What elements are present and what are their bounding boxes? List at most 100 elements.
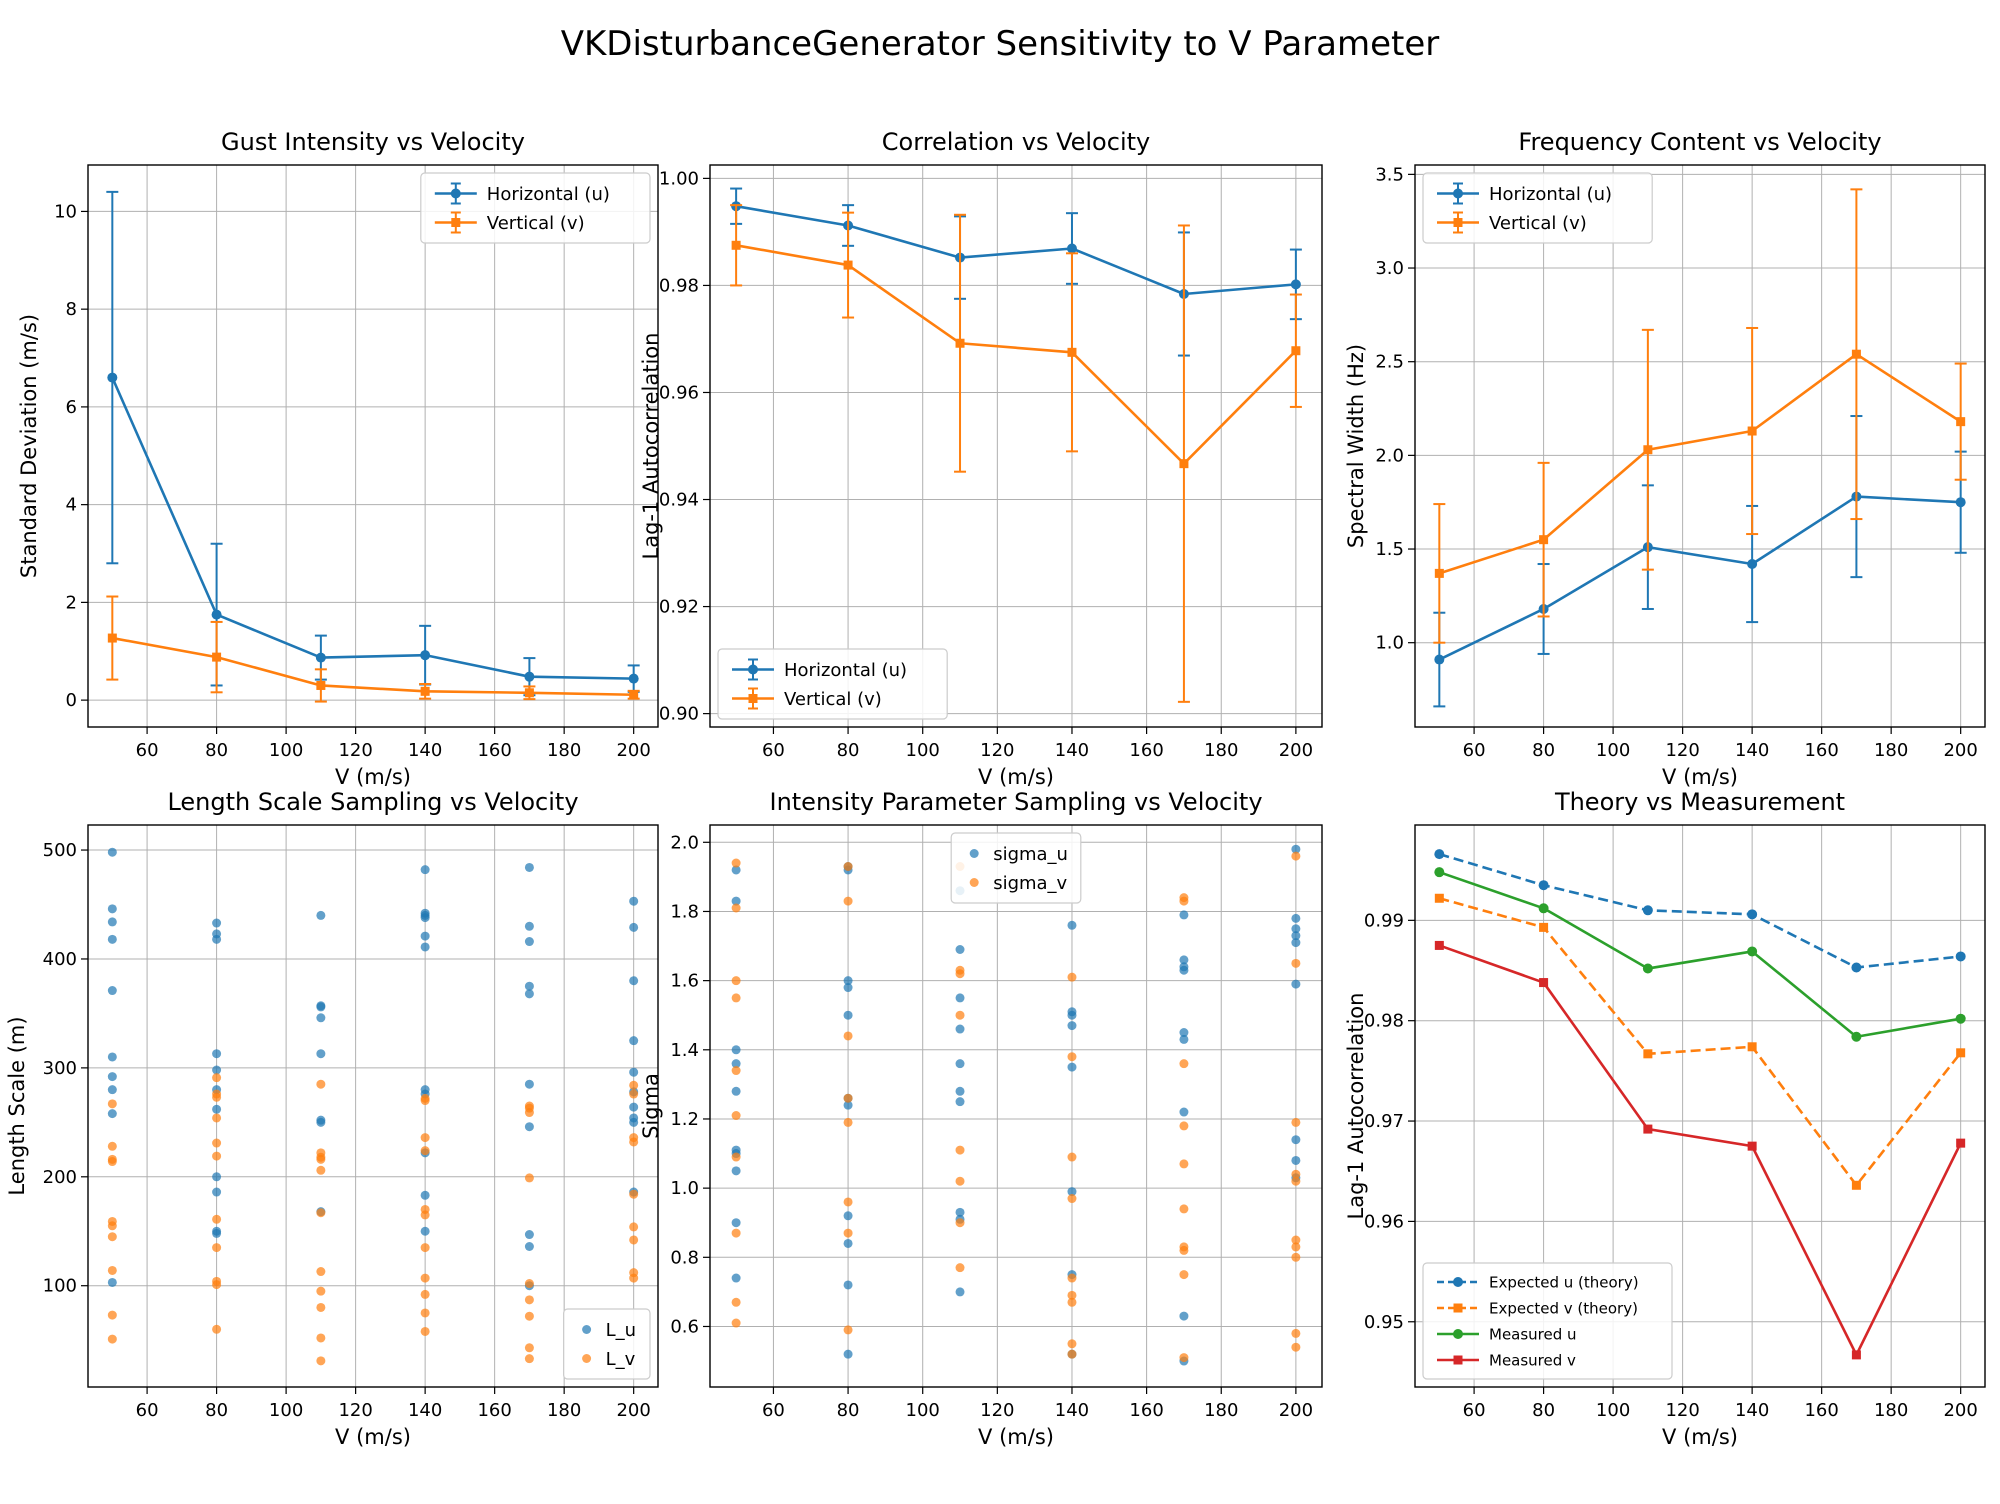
data-point: [1067, 1349, 1077, 1359]
chart-panel-4: 60 80 100 120 140 160 180 200 100 200 300 400 500 Len…: [5, 788, 659, 1449]
x-tick-label: 140: [408, 1400, 442, 1421]
data-point: [1067, 920, 1077, 930]
data-point: [1956, 1138, 1966, 1148]
data-point: [524, 1079, 534, 1089]
data-point: [1291, 1235, 1301, 1245]
data-point: [1067, 347, 1077, 357]
data-point: [1179, 1121, 1189, 1131]
data-point: [731, 1152, 741, 1162]
data-point: [107, 917, 117, 927]
data-point: [731, 1086, 741, 1096]
data-point: [955, 1263, 965, 1273]
data-point: [524, 1295, 534, 1305]
data-point: [731, 896, 741, 906]
data-point: [1291, 1135, 1301, 1145]
data-point: [524, 1343, 534, 1353]
data-point: [1179, 1245, 1189, 1255]
x-tick-label: 120: [1665, 740, 1699, 761]
y-axis-label: Spectral Width (Hz): [1344, 344, 1368, 548]
chart-title: Gust Intensity vs Velocity: [221, 128, 525, 156]
data-point: [629, 1036, 639, 1046]
y-tick-label: 1.0: [1375, 633, 1404, 654]
data-point: [731, 240, 741, 250]
chart-panel-2: 60 80 100 120 140 160 180 200 0.90 0.92 0.94 0.96 0.…: [639, 128, 1323, 789]
legend-label: L_u: [606, 1320, 636, 1341]
y-tick-label: 2.0: [670, 832, 699, 853]
x-tick-label: 180: [1204, 1400, 1238, 1421]
y-tick-label: 0.98: [1364, 1011, 1404, 1032]
y-tick-label: 4: [66, 495, 77, 516]
x-tick-label: 60: [136, 1400, 159, 1421]
data-point: [955, 1024, 965, 1034]
x-tick-label: 120: [980, 740, 1014, 761]
data-point: [731, 1273, 741, 1283]
data-point: [316, 1002, 326, 1012]
data-point: [1539, 922, 1549, 932]
data-point: [212, 1138, 222, 1148]
legend-label: Horizontal (u): [1489, 184, 1612, 205]
data-point: [420, 1190, 430, 1200]
legend-box: [420, 172, 651, 244]
data-point: [1067, 1021, 1077, 1031]
legend-marker: [451, 218, 461, 227]
data-point: [629, 922, 639, 932]
x-tick-label: 140: [408, 740, 442, 761]
data-point: [1434, 893, 1444, 903]
data-point: [420, 1133, 430, 1143]
data-point: [1067, 1062, 1077, 1072]
series-sigma-v: [731, 851, 1301, 1363]
data-point: [316, 680, 326, 690]
x-tick-label: 140: [1055, 1400, 1089, 1421]
data-point: [212, 1049, 222, 1059]
y-axis-label: Standard Deviation (m/s): [17, 314, 41, 578]
data-point: [629, 1235, 639, 1245]
data-point: [731, 903, 741, 913]
figure-title: VKDisturbanceGenerator Sensitivity to V …: [561, 24, 1440, 64]
data-point: [731, 865, 741, 875]
data-point: [211, 609, 222, 620]
data-point: [843, 1349, 853, 1359]
data-point: [316, 1049, 326, 1059]
data-point: [212, 1214, 222, 1224]
legend-marker: [1453, 218, 1463, 227]
data-point: [316, 1286, 326, 1296]
x-tick-label: 100: [1596, 1400, 1630, 1421]
x-tick-label: 120: [1665, 1400, 1699, 1421]
data-point: [731, 976, 741, 986]
x-tick-label: 60: [1463, 1400, 1486, 1421]
data-point: [1067, 1052, 1077, 1062]
data-point: [524, 937, 534, 947]
data-point: [1434, 940, 1444, 950]
x-tick-label: 160: [477, 740, 511, 761]
data-point: [1291, 1176, 1301, 1186]
data-point: [1538, 880, 1549, 891]
data-point: [955, 1207, 965, 1217]
y-tick-label: 1.6: [670, 971, 699, 992]
data-point: [107, 986, 117, 996]
series-l-v: [107, 1073, 639, 1366]
legend-box: [1422, 172, 1653, 244]
data-point: [1067, 1194, 1077, 1204]
data-point: [1067, 1273, 1077, 1283]
legend-marker: [969, 849, 979, 858]
legend-marker: [1453, 188, 1463, 199]
data-point: [1643, 1124, 1653, 1134]
data-point: [1291, 1242, 1301, 1252]
y-tick-label: 1.5: [1375, 539, 1404, 560]
data-point: [1291, 1169, 1301, 1179]
legend-label: Expected u (theory): [1489, 1273, 1639, 1291]
data-point: [1291, 938, 1301, 948]
legend-label: Horizontal (u): [784, 660, 907, 681]
data-point: [1067, 1290, 1077, 1300]
legend-label: Vertical (v): [784, 689, 882, 710]
data-point: [629, 1102, 639, 1112]
data-point: [1067, 1297, 1077, 1307]
y-tick-label: 0.6: [670, 1316, 699, 1337]
axes-frame: [1414, 164, 1986, 728]
data-point: [955, 1176, 965, 1186]
legend-marker: [1453, 1355, 1463, 1365]
data-point: [1179, 1107, 1189, 1117]
x-tick-label: 200: [1279, 1400, 1313, 1421]
legend: Horizontal (u) Vertical (v): [717, 648, 948, 720]
data-point: [212, 1073, 222, 1083]
